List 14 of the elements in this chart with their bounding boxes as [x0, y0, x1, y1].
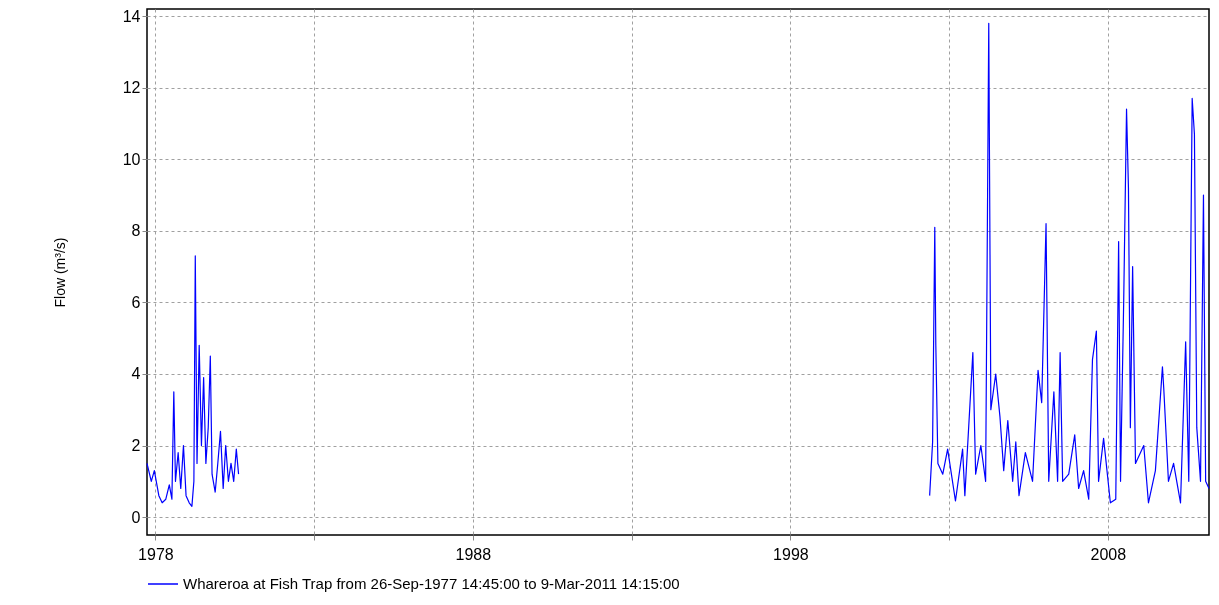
x-tick-label: 1978	[138, 545, 174, 563]
y-tick-label: 6	[131, 293, 141, 311]
y-tick-label: 10	[122, 150, 141, 168]
x-tick-label: 1988	[455, 545, 492, 563]
y-tick-label: 8	[131, 222, 141, 240]
y-tick-label: 12	[122, 79, 141, 97]
y-tick-label: 14	[122, 7, 141, 25]
x-tick-label: 1998	[773, 545, 809, 563]
y-tick-label: 2	[131, 437, 141, 455]
x-tick-label: 2008	[1090, 545, 1127, 563]
y-axis-title: Flow (m³/s)	[51, 237, 68, 308]
y-tick-label: 4	[131, 365, 141, 383]
legend-label: Whareroa at Fish Trap from 26-Sep-1977 14:45:00 to 9-Mar-2011 14:15:00	[183, 575, 680, 592]
y-tick-label: 0	[131, 508, 141, 526]
